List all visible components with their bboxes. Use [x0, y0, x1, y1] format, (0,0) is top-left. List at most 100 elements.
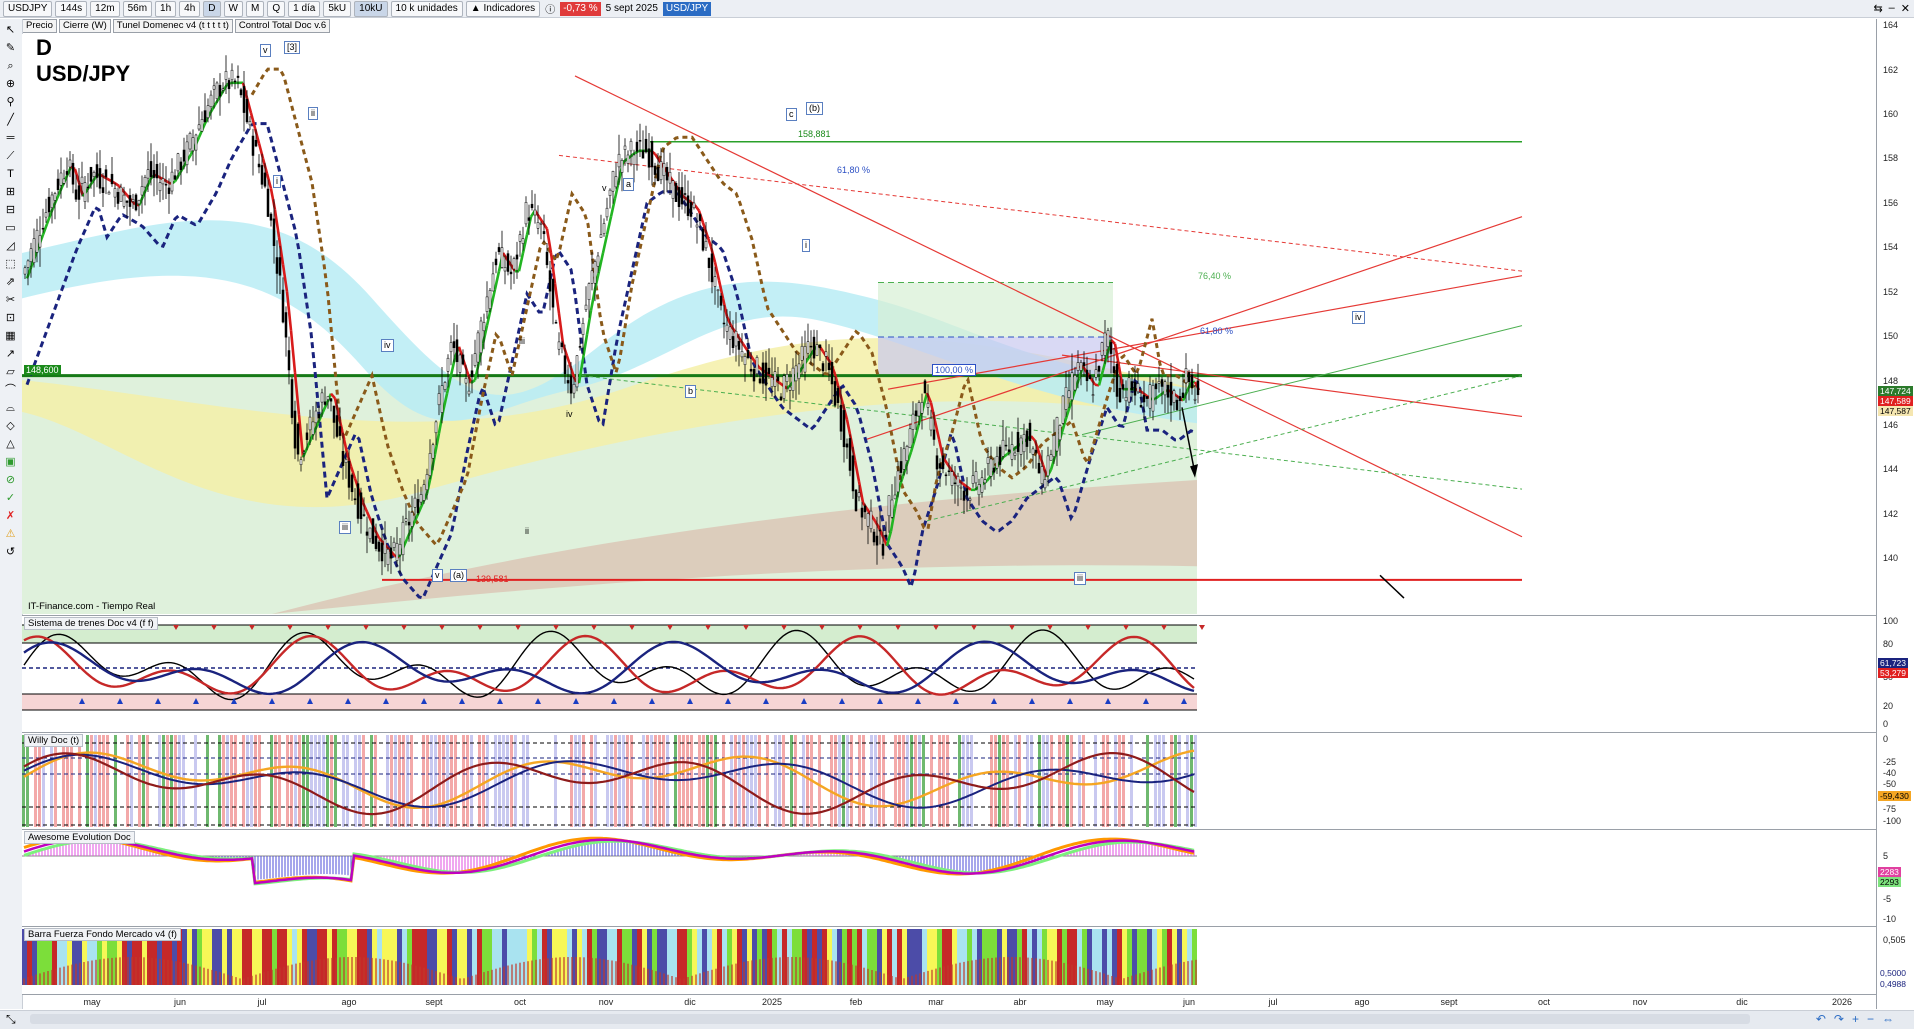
candle-body	[1049, 454, 1053, 461]
barra-bg-bar	[737, 929, 742, 985]
drawing-tool-icon[interactable]: T	[7, 168, 14, 180]
barra-canvas[interactable]	[22, 927, 1876, 995]
drawing-tool-icon[interactable]: ⊡	[5, 312, 16, 324]
redo-icon[interactable]: ↷	[1833, 1012, 1844, 1026]
info-icon[interactable]: ⓘ	[545, 5, 556, 16]
barra-pane[interactable]: Barra Fuerza Fondo Mercado v4 (f)	[22, 926, 1876, 995]
awesome-pane[interactable]: Awesome Evolution Doc	[22, 829, 1876, 926]
window-controls: ⇆ – ✕	[1873, 2, 1910, 15]
barra-title[interactable]: Barra Fuerza Fondo Mercado v4 (f)	[24, 928, 181, 941]
barra-bg-bar	[372, 929, 377, 985]
drawing-tool-icon[interactable]: ✂	[5, 294, 16, 306]
horizontal-scrollbar[interactable]	[30, 1014, 1750, 1024]
drawing-tool-icon[interactable]: ⇗	[5, 276, 16, 288]
drawing-tool-icon[interactable]: ▭	[5, 222, 16, 234]
drawing-tool-icon[interactable]: ⌓	[6, 402, 15, 414]
trenes-canvas[interactable]	[22, 616, 1876, 732]
trenes-title[interactable]: Sistema de trenes Doc v4 (f f)	[24, 617, 158, 630]
interval-12m[interactable]: 12m	[90, 0, 120, 17]
zoom-icon[interactable]: ⤡	[6, 1012, 16, 1026]
willy-bg-bar	[30, 735, 33, 827]
drawing-tool-icon[interactable]: ▦	[5, 330, 16, 342]
barra-bg-bar	[587, 929, 592, 985]
indicators-button[interactable]: ▲ Indicadores	[465, 0, 541, 17]
drawing-tool-icon[interactable]: ✓	[5, 492, 16, 504]
chip-cierre[interactable]: Cierre (W)	[58, 19, 111, 33]
willy-bg-bar	[1066, 735, 1069, 827]
drawing-tool-icon[interactable]: ↺	[5, 546, 16, 558]
drawing-tool-icon[interactable]: ▣	[5, 456, 16, 468]
drawing-tool-icon[interactable]: △	[6, 438, 15, 450]
drawing-tool-icon[interactable]: ✎	[5, 42, 16, 54]
minimize-icon[interactable]: –	[1888, 2, 1895, 14]
willy-title[interactable]: Willy Doc (t)	[24, 734, 84, 747]
candle-body	[1148, 384, 1152, 409]
main-price-pane[interactable]: D USD/JPY IT-Finance.com - Tiempo Real 1…	[22, 34, 1876, 614]
brown-dashed-ma	[250, 67, 1197, 548]
sync-icon[interactable]: ⇆	[1873, 3, 1883, 15]
willy-bg-bar	[982, 735, 985, 827]
symbol-selector[interactable]: USDJPY	[3, 0, 53, 17]
undo-icon[interactable]: ↶	[1815, 1012, 1826, 1026]
drawing-tool-icon[interactable]: ⊕	[5, 78, 16, 90]
drawing-tool-icon[interactable]: ⟋	[6, 150, 15, 162]
willy-bg-bar	[1026, 735, 1029, 827]
drawing-tool-icon[interactable]: ⚲	[6, 96, 15, 108]
chip-control-total[interactable]: Control Total Doc v.6	[234, 19, 331, 33]
candle-body	[755, 357, 759, 375]
unit-5ku[interactable]: 5kU	[323, 0, 352, 17]
candle-body	[230, 69, 234, 81]
drawing-tool-icon[interactable]: ⊘	[5, 474, 16, 486]
zoom-out-icon[interactable]: −	[1866, 1012, 1874, 1026]
time-axis[interactable]: may jun jul ago sept oct nov dic 2025 feb mar abr ma…	[22, 994, 1876, 1011]
price-axis[interactable]: 164 162 160 158 156 154 152 150 148 146 …	[1876, 19, 1914, 1009]
interval-4h[interactable]: 4h	[179, 0, 201, 17]
drawing-tool-icon[interactable]: ↖	[5, 24, 16, 36]
interval-d[interactable]: D	[203, 0, 221, 17]
range-selector[interactable]: 1 día	[288, 0, 321, 17]
trendline-red-dashed	[558, 154, 1523, 272]
zoom-in-icon[interactable]: +	[1851, 1012, 1859, 1026]
trenes-sell-marker	[1085, 625, 1091, 630]
price-tick: 152	[1883, 287, 1899, 297]
awesome-canvas[interactable]	[22, 830, 1876, 926]
barra-bg-bar	[747, 929, 752, 985]
trenes-pane[interactable]: Sistema de trenes Doc v4 (f f)	[22, 615, 1876, 732]
drawing-tool-icon[interactable]: ✗	[5, 510, 16, 522]
drawing-tool-icon[interactable]: ⚠	[5, 528, 16, 540]
willy-canvas[interactable]	[22, 733, 1876, 829]
unit-count-selector[interactable]: 10 k unidades	[390, 0, 463, 17]
interval-q[interactable]: Q	[267, 0, 286, 17]
price-chart-canvas[interactable]	[22, 34, 1876, 614]
drawing-tool-icon[interactable]: ↗	[5, 348, 16, 360]
barra-bg-bar	[542, 929, 547, 985]
interval-144s[interactable]: 144s	[55, 0, 88, 17]
chip-precio[interactable]: Precio	[22, 19, 57, 33]
drawing-tool-icon[interactable]: ⌒	[5, 384, 16, 396]
barra-bg-bar	[162, 929, 167, 985]
drawing-tool-icon[interactable]: ▱	[6, 366, 15, 378]
barra-bg-bar	[957, 929, 962, 985]
interval-56m[interactable]: 56m	[122, 0, 153, 17]
drawing-tool-icon[interactable]: ◇	[6, 420, 15, 432]
interval-w[interactable]: W	[223, 0, 243, 17]
drawing-tool-icon[interactable]: ⬚	[5, 258, 16, 270]
chip-tunel[interactable]: Tunel Domenec v4 (t t t t t)	[112, 19, 233, 33]
drawing-tool-icon[interactable]: ⌕	[7, 60, 14, 72]
drawing-tool-icon[interactable]: ═	[6, 132, 15, 144]
drawing-tool-icon[interactable]: ╱	[7, 114, 14, 126]
trenes-buy-marker	[1067, 698, 1073, 704]
fit-icon[interactable]: ⇔	[1882, 1012, 1894, 1026]
trenes-buy-marker	[611, 698, 617, 704]
drawing-tool-icon[interactable]: ⊟	[5, 204, 16, 216]
barra-bg-bar	[367, 929, 372, 985]
interval-m[interactable]: M	[245, 0, 265, 17]
willy-bg-bar	[786, 735, 789, 827]
awesome-title[interactable]: Awesome Evolution Doc	[24, 831, 135, 844]
drawing-tool-icon[interactable]: ⊞	[5, 186, 16, 198]
close-icon[interactable]: ✕	[1900, 3, 1910, 15]
unit-10ku[interactable]: 10kU	[354, 0, 388, 17]
interval-1h[interactable]: 1h	[155, 0, 177, 17]
drawing-tool-icon[interactable]: ◿	[6, 240, 15, 252]
willy-pane[interactable]: Willy Doc (t)	[22, 732, 1876, 829]
